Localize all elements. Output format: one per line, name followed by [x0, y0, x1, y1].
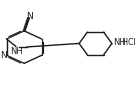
Text: N: N [0, 51, 7, 60]
Text: NH: NH [113, 38, 126, 47]
Text: ·HCl: ·HCl [120, 38, 136, 47]
Text: NH: NH [10, 47, 23, 56]
Text: N: N [26, 12, 33, 21]
